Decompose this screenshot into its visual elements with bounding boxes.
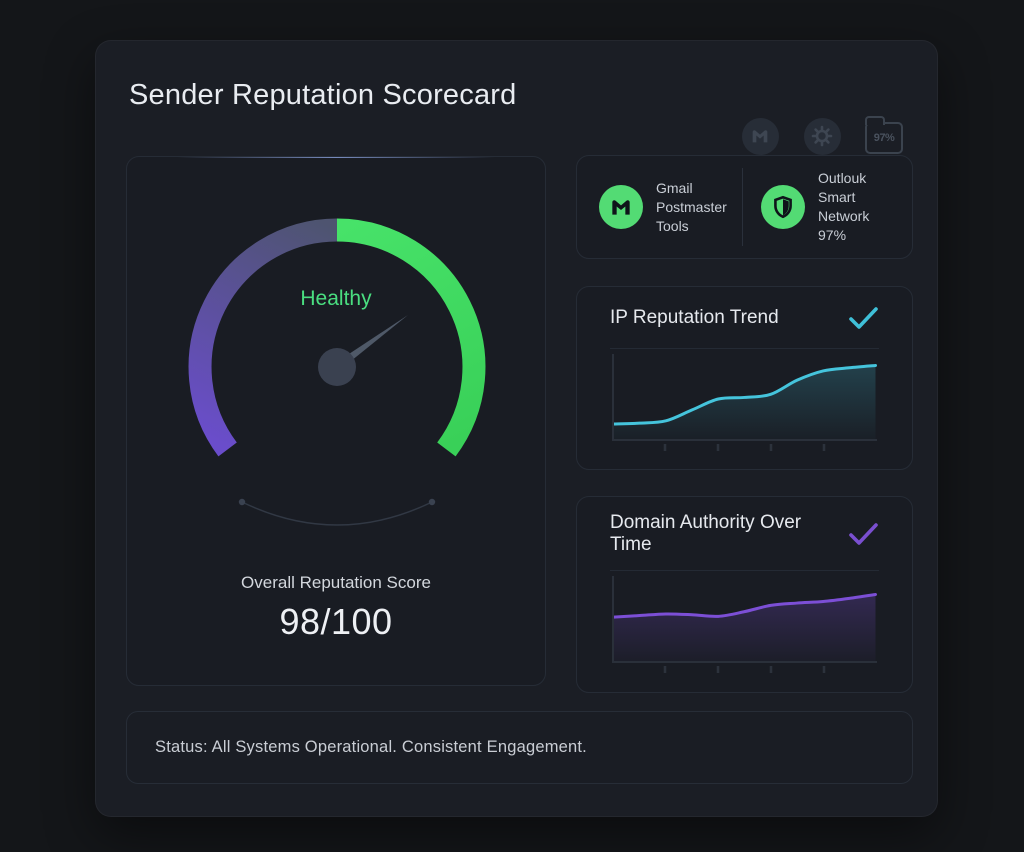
gmail-icon[interactable]: [741, 117, 779, 155]
integration-gmail-postmaster[interactable]: Gmail Postmaster Tools: [599, 179, 728, 236]
gmail-m-glyph: [752, 130, 768, 143]
status-bar: Status: All Systems Operational. Consist…: [126, 711, 913, 784]
folder-badge-value: 97%: [873, 132, 895, 144]
check-icon: [849, 306, 878, 329]
domain-authority-chart: [612, 576, 877, 673]
integration-outlook-network[interactable]: Outlouk Smart Network 97%: [757, 169, 890, 245]
gauge-arc-right: [336, 218, 486, 457]
integration-label: Outlouk Smart Network 97%: [818, 170, 870, 243]
overall-score-label: Overall Reputation Score: [241, 573, 431, 592]
reputation-gauge: [188, 218, 486, 526]
chart-title-row: IP Reputation Trend: [610, 287, 879, 349]
chart-title-row: Domain Authority Over Time: [610, 497, 879, 571]
gauge-status-label: Healthy: [300, 287, 372, 310]
gear-icon[interactable]: [803, 117, 841, 155]
page-title: Sender Reputation Scorecard: [129, 79, 517, 111]
gmail-m-icon: [599, 185, 643, 229]
gauge-bottom-arc: [241, 501, 433, 526]
gear-icon-circle: [803, 117, 841, 155]
integration-label: Gmail Postmaster Tools: [656, 179, 727, 234]
integrations-card: Gmail Postmaster Tools Outlouk Smart Net…: [576, 155, 913, 259]
gauge-hub: [318, 348, 356, 386]
gmail-icon-circle: [741, 117, 779, 155]
gauge-bottom-dot-left: [238, 498, 246, 506]
overall-score-value: 98/100: [279, 601, 393, 642]
folder-score-badge[interactable]: 97%: [865, 116, 903, 155]
gmail-m-glyph: [612, 200, 630, 215]
gauge-arc-left: [188, 218, 338, 457]
ip-reputation-chart: [612, 354, 877, 451]
shield-glyph: [774, 195, 792, 219]
folder-icon: 97%: [865, 116, 903, 154]
shield-icon: [761, 185, 805, 229]
ip-reputation-card: IP Reputation Trend: [576, 286, 913, 470]
reputation-gauge-panel: Healthy Overall Reputation Score 98/100: [126, 156, 546, 686]
status-text: Status: All Systems Operational. Consist…: [155, 738, 587, 756]
gear-glyph: [811, 125, 833, 147]
domain-authority-card: Domain Authority Over Time: [576, 496, 913, 693]
vertical-divider: [742, 168, 743, 246]
check-icon: [849, 522, 878, 545]
main-card: Sender Reputation Scorecard: [95, 40, 938, 817]
header-icons: 97%: [741, 116, 903, 155]
chart-title: Domain Authority Over Time: [610, 511, 802, 555]
gauge-bottom-dot-right: [428, 498, 436, 506]
chart-title: IP Reputation Trend: [610, 306, 779, 328]
